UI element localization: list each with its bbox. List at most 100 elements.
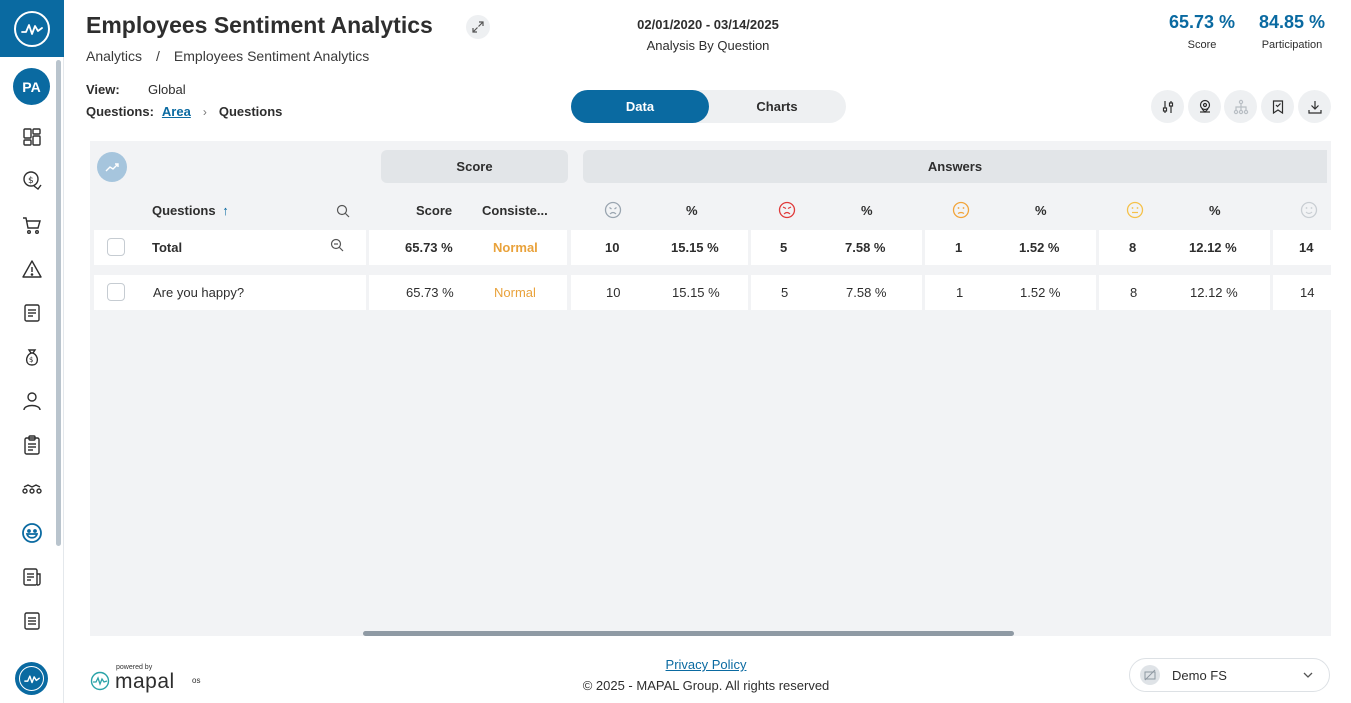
app-logo[interactable] xyxy=(0,0,64,57)
total-checkbox[interactable] xyxy=(107,238,125,256)
score-kpi-value: 65.73 % xyxy=(1168,12,1236,32)
svg-text:$: $ xyxy=(29,356,33,364)
smile-icon[interactable] xyxy=(19,520,45,546)
total-a3: 1 xyxy=(955,240,963,255)
organization-name: Demo FS xyxy=(1172,667,1227,683)
location-button[interactable] xyxy=(1188,90,1221,123)
row-checkbox[interactable] xyxy=(107,283,125,301)
total-score: 65.73 % xyxy=(405,240,453,255)
alert-icon[interactable] xyxy=(19,256,45,282)
powered-by-text: powered by xyxy=(116,664,153,671)
copyright: © 2025 - MAPAL Group. All rights reserve… xyxy=(582,678,830,693)
sliders-icon xyxy=(1162,100,1173,113)
total-answer-5-cell: 14 xyxy=(1273,230,1331,265)
total-a2: 5 xyxy=(780,240,788,255)
hierarchy-icon xyxy=(1233,99,1248,114)
view-filter: View: Global xyxy=(86,82,186,97)
breadcrumb: Analytics / Employees Sentiment Analytic… xyxy=(86,48,369,64)
breadcrumb-current: Employees Sentiment Analytics xyxy=(173,48,370,64)
expand-button[interactable] xyxy=(466,15,490,39)
pulse-logo-icon xyxy=(14,10,50,47)
very-unhappy-face-icon xyxy=(604,201,622,219)
app-switcher-button[interactable] xyxy=(15,662,48,695)
total-row: Total 65.73 % Normal 10 15.15 % 5 7.58 %… xyxy=(94,230,1331,265)
question-text: Are you happy? xyxy=(153,285,245,300)
total-p2: 7.58 % xyxy=(845,240,886,255)
privacy-policy-link[interactable]: Privacy Policy xyxy=(665,657,747,672)
score-kpi: 65.73 % Score xyxy=(1165,12,1239,51)
question-p1: 15.15 % xyxy=(672,285,720,300)
total-a1: 10 xyxy=(605,240,620,255)
angry-face-icon xyxy=(778,201,796,219)
download-icon xyxy=(1307,100,1322,114)
table-row[interactable]: Are you happy? 65.73 % Normal 10 15.15 %… xyxy=(94,275,1331,310)
breadcrumb-analytics[interactable]: Analytics xyxy=(86,48,143,64)
pct-column-header-3: % xyxy=(1035,203,1047,218)
filter-settings-button[interactable] xyxy=(1151,90,1184,123)
horizontal-scrollbar[interactable] xyxy=(363,631,1014,636)
consistency-column-header[interactable]: Consiste... xyxy=(482,203,548,218)
bookmark-button[interactable] xyxy=(1261,90,1294,123)
pct-column-header-2: % xyxy=(861,203,873,218)
brand-suffix: os xyxy=(192,676,201,685)
view-label: View: xyxy=(86,82,120,97)
sidebar-scrollbar[interactable] xyxy=(56,60,61,546)
score-kpi-label: Score xyxy=(1187,39,1217,51)
question-a2: 5 xyxy=(781,285,789,300)
checklist-icon[interactable] xyxy=(19,608,45,634)
pct-column-header-4: % xyxy=(1209,203,1221,218)
download-button[interactable] xyxy=(1298,90,1331,123)
question-score: 65.73 % xyxy=(406,285,454,300)
total-label-cell: Total xyxy=(94,230,366,265)
questions-breadcrumb: Questions: Area › Questions xyxy=(86,104,282,119)
finance-icon[interactable]: $ xyxy=(19,168,45,194)
dashboard-icon[interactable] xyxy=(19,124,45,150)
sad-face-icon xyxy=(952,201,970,219)
tab-charts[interactable]: Charts xyxy=(756,99,798,114)
money-bag-icon[interactable]: $ xyxy=(19,344,45,370)
cart-icon[interactable] xyxy=(19,212,45,238)
person-icon[interactable] xyxy=(19,388,45,414)
trend-button[interactable] xyxy=(97,152,127,182)
document-icon[interactable] xyxy=(19,564,45,590)
score-group-header: Score xyxy=(381,150,568,183)
score-column-header[interactable]: Score xyxy=(416,203,453,218)
stepping-icon[interactable] xyxy=(19,476,45,502)
analysis-by-label: Analysis By Question xyxy=(646,38,770,53)
area-link[interactable]: Area xyxy=(161,104,191,119)
chevron-down-icon xyxy=(1303,672,1313,678)
expand-icon xyxy=(472,21,484,33)
participation-kpi-label: Participation xyxy=(1261,39,1323,51)
total-a4: 8 xyxy=(1129,240,1137,255)
user-avatar[interactable]: PA xyxy=(13,68,50,105)
total-answer-2-cell: 5 7.58 % xyxy=(751,230,922,265)
organization-select[interactable]: Demo FS xyxy=(1129,658,1330,692)
report-icon[interactable] xyxy=(19,300,45,326)
question-answer-5-cell: 14 xyxy=(1273,275,1331,310)
total-p1: 15.15 % xyxy=(671,240,719,255)
total-answer-1-cell: 10 15.15 % xyxy=(571,230,748,265)
question-consistency: Normal xyxy=(494,285,536,300)
location-icon xyxy=(1199,99,1210,113)
search-icon[interactable] xyxy=(336,204,350,218)
questions-column-header[interactable]: Questions ↑ xyxy=(152,203,229,218)
total-answer-3-cell: 1 1.52 % xyxy=(925,230,1096,265)
organization-icon xyxy=(1140,665,1160,685)
hierarchy-button[interactable] xyxy=(1224,90,1257,123)
brand-name: mapal xyxy=(115,670,175,693)
breadcrumb-separator: / xyxy=(156,48,160,64)
question-a4: 8 xyxy=(1130,285,1138,300)
clipboard-icon[interactable] xyxy=(19,432,45,458)
pct-column-header-1: % xyxy=(686,203,698,218)
tab-data[interactable]: Data xyxy=(571,90,709,123)
questions-current: Questions xyxy=(218,104,283,119)
question-p3: 1.52 % xyxy=(1020,285,1061,300)
date-range[interactable]: 02/01/2020 - 03/14/2025 xyxy=(637,17,779,32)
question-answer-3-cell: 1 1.52 % xyxy=(925,275,1096,310)
zoom-out-icon[interactable] xyxy=(330,238,345,253)
question-answer-1-cell: 10 15.15 % xyxy=(571,275,748,310)
mapal-logo-icon xyxy=(90,671,110,691)
total-consistency: Normal xyxy=(493,240,538,255)
question-answer-4-cell: 8 12.12 % xyxy=(1099,275,1270,310)
participation-kpi: 84.85 % Participation xyxy=(1252,12,1332,51)
